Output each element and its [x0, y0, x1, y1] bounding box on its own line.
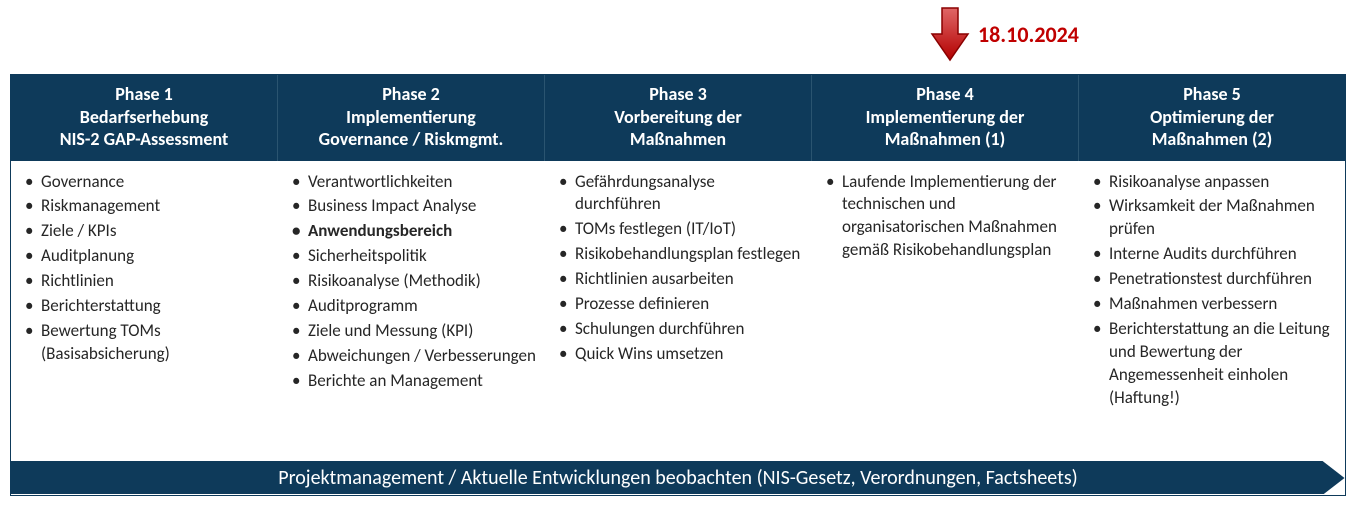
phase-title-line: NIS-2 GAP-Assessment: [17, 128, 271, 151]
deadline-date: 18.10.2024: [978, 21, 1079, 48]
list-item: Ziele / KPIs: [25, 220, 269, 243]
phase-header: Phase 4 Implementierung der Maßnahmen (1…: [812, 75, 1079, 161]
phase-body: Laufende Implemen­tierung der technische…: [812, 161, 1079, 461]
list-item: Risikoanalyse (Methodik): [292, 270, 536, 293]
list-item: Wirksamkeit der Maßnahmen prüfen: [1093, 195, 1337, 241]
phase-body: GovernanceRiskmanagementZiele / KPIsAudi…: [11, 161, 278, 461]
phase-list: Laufende Implemen­tierung der technische…: [826, 171, 1070, 263]
phase-title-line: Maßnahmen (2): [1085, 128, 1339, 151]
phase-number: Phase 1: [17, 83, 271, 106]
phase-title-line: Implementierung: [284, 106, 538, 129]
list-item: Sicherheitspolitik: [292, 245, 536, 268]
footer-banner: Projektmanagement / Aktuelle Entwicklung…: [11, 461, 1345, 495]
phase-header: Phase 2 Implementierung Governance / Ris…: [278, 75, 545, 161]
list-item: Auditprogramm: [292, 295, 536, 318]
list-item: Riskmanagement: [25, 195, 269, 218]
list-item: Abweichungen / Verbesserungen: [292, 345, 536, 368]
list-item: Business Impact Analyse: [292, 195, 536, 218]
list-item: TOMs festlegen (IT/IoT): [559, 218, 803, 241]
phase-title-line: Maßnahmen (1): [818, 128, 1072, 151]
phase-list: VerantwortlichkeitenBusiness Impact Anal…: [292, 171, 536, 393]
footer-text: Projektmanagement / Aktuelle Entwicklung…: [11, 461, 1345, 495]
phase-title-line: Governance / Riskmgmt.: [284, 128, 538, 151]
list-item: Governance: [25, 171, 269, 194]
list-item: Penetrationstest durchführen: [1093, 268, 1337, 291]
phase-title-line: Maßnahmen: [551, 128, 805, 151]
phase-body: Gefährdungsanalyse durchführenTOMs festl…: [545, 161, 812, 461]
list-item: Berichterstattung: [25, 295, 269, 318]
phases-header-row: Phase 1 Bedarfserhebung NIS-2 GAP-Assess…: [11, 75, 1345, 161]
list-item: Berichte an Management: [292, 370, 536, 393]
phase-title-line: Vorbereitung der: [551, 106, 805, 129]
list-item: Laufende Implemen­tierung der technische…: [826, 171, 1070, 263]
down-arrow-icon: [930, 6, 970, 62]
list-item: Maßnahmen verbessern: [1093, 293, 1337, 316]
list-item: Interne Audits durchführen: [1093, 243, 1337, 266]
list-item: Bewertung TOMs (Basisabsicherung): [25, 320, 269, 366]
phase-header: Phase 1 Bedarfserhebung NIS-2 GAP-Assess…: [11, 75, 278, 161]
list-item: Ziele und Messung (KPI): [292, 320, 536, 343]
phases-body-row: GovernanceRiskmanagementZiele / KPIsAudi…: [11, 161, 1345, 461]
deadline-callout: 18.10.2024: [930, 6, 1079, 62]
list-item: Gefährdungsanalyse durchführen: [559, 171, 803, 217]
phase-header: Phase 5 Optimierung der Maßnahmen (2): [1079, 75, 1345, 161]
phases-table: Phase 1 Bedarfserhebung NIS-2 GAP-Assess…: [10, 74, 1346, 496]
list-item: Schulungen durchführen: [559, 318, 803, 341]
phase-number: Phase 3: [551, 83, 805, 106]
list-item: Risikobehandlungsplan festlegen: [559, 243, 803, 266]
list-item: Anwendungsbereich: [292, 220, 536, 243]
phase-number: Phase 5: [1085, 83, 1339, 106]
phase-list: Gefährdungsanalyse durchführenTOMs festl…: [559, 171, 803, 367]
phase-title-line: Optimierung der: [1085, 106, 1339, 129]
list-item: Prozesse definieren: [559, 293, 803, 316]
phase-list: GovernanceRiskmanagementZiele / KPIsAudi…: [25, 171, 269, 367]
list-item: Auditplanung: [25, 245, 269, 268]
phase-title-line: Implementierung der: [818, 106, 1072, 129]
phase-list: Risikoanalyse anpassenWirksamkeit der Ma…: [1093, 171, 1337, 410]
phase-body: Risikoanalyse anpassenWirksamkeit der Ma…: [1079, 161, 1345, 461]
phase-title-line: Bedarfserhebung: [17, 106, 271, 129]
list-item: Quick Wins umsetzen: [559, 343, 803, 366]
list-item: Berichterstattung an die Leitung und Bew…: [1093, 318, 1337, 410]
list-item: Verantwortlichkeiten: [292, 171, 536, 194]
list-item: Risikoanalyse anpassen: [1093, 171, 1337, 194]
list-item: Richtlinien: [25, 270, 269, 293]
phase-body: VerantwortlichkeitenBusiness Impact Anal…: [278, 161, 545, 461]
phase-number: Phase 4: [818, 83, 1072, 106]
phase-number: Phase 2: [284, 83, 538, 106]
list-item: Richtlinien ausarbeiten: [559, 268, 803, 291]
phase-header: Phase 3 Vorbereitung der Maßnahmen: [545, 75, 812, 161]
